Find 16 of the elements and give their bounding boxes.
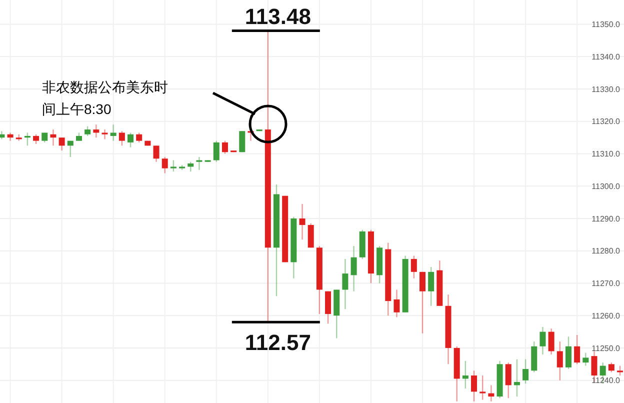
y-tick-label: 11340.0: [592, 52, 621, 62]
y-tick-label: 11240.0: [592, 376, 621, 386]
annotation: 非农数据公布美东时间上午8:30: [42, 79, 168, 117]
candlestick: [239, 130, 246, 153]
annotation: 113.48: [244, 4, 311, 29]
y-tick-label: 11260.0: [592, 311, 621, 320]
y-tick-label: 11300.0: [592, 182, 621, 191]
annotation: 112.57: [244, 330, 311, 356]
y-tick-label: 11290.0: [592, 214, 621, 224]
y-tick-label: 11350.0: [592, 20, 621, 30]
y-tick-label: 11310.0: [592, 150, 621, 159]
y-tick-label: 11280.0: [592, 246, 621, 256]
y-tick-label: 11250.0: [592, 344, 621, 353]
y-tick-label: 11270.0: [592, 279, 621, 288]
y-tick-label: 11320.0: [592, 117, 621, 126]
y-tick-label: 11330.0: [592, 84, 621, 94]
